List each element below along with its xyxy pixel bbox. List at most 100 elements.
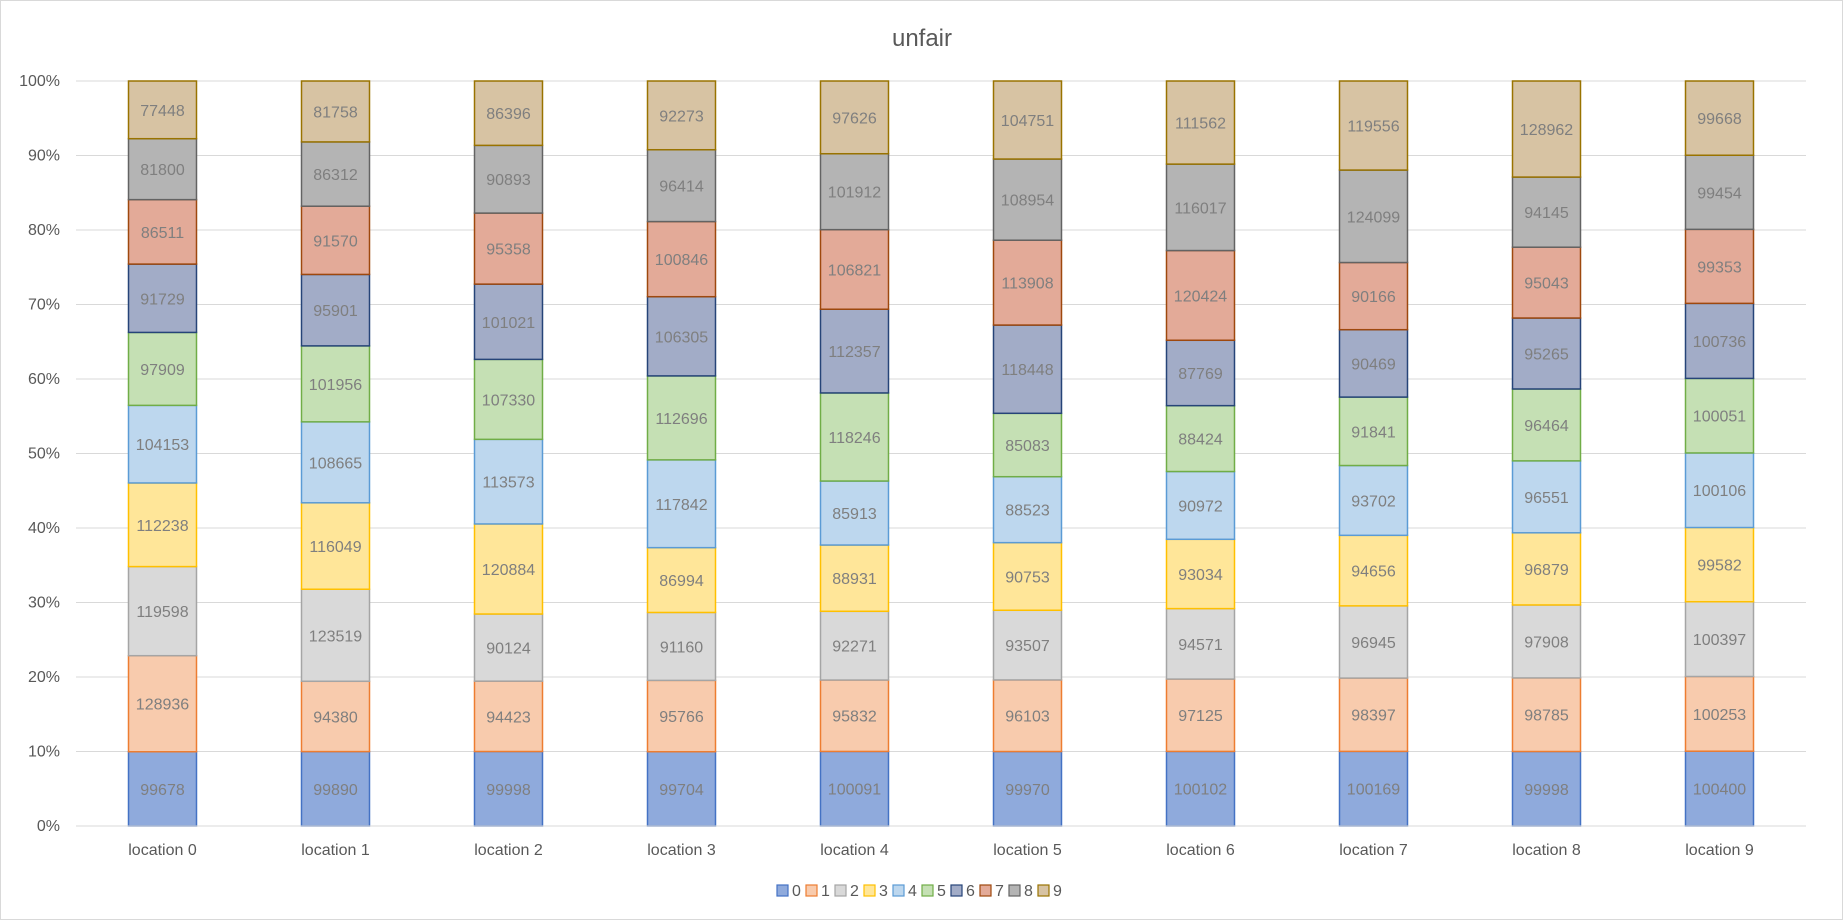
- bar-segment: [992, 679, 1063, 753]
- legend-label: 3: [879, 883, 888, 900]
- data-label: 95043: [1524, 276, 1569, 293]
- data-label: 120424: [1174, 288, 1227, 305]
- data-label: 96945: [1351, 635, 1396, 652]
- data-label: 95766: [659, 709, 704, 726]
- bar-segment: [473, 212, 544, 285]
- legend-swatch: [921, 884, 934, 897]
- bar-segment: [1684, 377, 1755, 454]
- legend-swatch: [834, 884, 847, 897]
- bar-segment: [300, 750, 371, 827]
- data-label: 94571: [1178, 637, 1223, 654]
- data-label: 85913: [832, 506, 877, 523]
- y-tick-label: 80%: [28, 222, 60, 239]
- data-label: 100736: [1693, 334, 1746, 351]
- y-tick-label: 90%: [28, 148, 60, 165]
- data-label: 92273: [659, 108, 704, 125]
- data-label: 101912: [828, 185, 881, 202]
- bar-segment: [1511, 532, 1582, 606]
- bar-segment: [819, 750, 890, 827]
- bar-segment: [1338, 80, 1409, 171]
- data-label: 104751: [1001, 113, 1054, 130]
- bar-segment: [992, 541, 1063, 612]
- bar-segment: [473, 438, 544, 525]
- data-label: 99454: [1697, 185, 1742, 202]
- bar-segment: [992, 80, 1063, 160]
- bar-segment: [1684, 80, 1755, 157]
- x-tick-label: location 7: [1339, 842, 1408, 859]
- data-label: 100102: [1174, 782, 1227, 799]
- data-label: 88523: [1005, 503, 1050, 520]
- bar-segment: [1684, 452, 1755, 529]
- data-label: 107330: [482, 392, 535, 409]
- bar-segment: [1338, 464, 1409, 537]
- bar-segment: [1684, 600, 1755, 678]
- x-tick-label: location 8: [1512, 842, 1581, 859]
- bar-segment: [1338, 396, 1409, 467]
- legend-label: 8: [1024, 883, 1033, 900]
- data-label: 88931: [832, 571, 877, 588]
- data-label: 100169: [1347, 782, 1400, 799]
- bar-segment: [819, 480, 890, 546]
- data-label: 113908: [1001, 276, 1053, 293]
- data-label: 90893: [486, 172, 531, 189]
- bar-segment: [300, 345, 371, 423]
- data-label: 123519: [309, 628, 362, 645]
- bar-segment: [992, 609, 1063, 681]
- bar-segment: [473, 750, 544, 827]
- data-label: 99998: [486, 782, 531, 799]
- bar-segment: [646, 679, 717, 753]
- legend-swatch: [950, 884, 963, 897]
- data-label: 99970: [1005, 782, 1050, 799]
- data-label: 91160: [660, 639, 703, 656]
- data-label: 94656: [1351, 564, 1396, 581]
- data-label: 96103: [1005, 709, 1050, 726]
- bar-segment: [127, 198, 198, 265]
- data-label: 96879: [1524, 562, 1569, 579]
- y-tick-label: 10%: [28, 744, 60, 761]
- data-label: 96464: [1524, 418, 1569, 435]
- data-label: 119598: [136, 604, 188, 621]
- bar-segment: [646, 611, 717, 682]
- bar-segment: [127, 263, 198, 334]
- data-label: 91729: [140, 291, 185, 308]
- data-label: 81800: [140, 162, 185, 179]
- data-label: 96551: [1524, 490, 1569, 507]
- legend-label: 2: [850, 883, 859, 900]
- data-label: 104153: [136, 437, 189, 454]
- y-tick-label: 20%: [28, 669, 60, 686]
- bar-segment: [819, 308, 890, 394]
- data-label: 111562: [1175, 116, 1226, 133]
- data-label: 94145: [1524, 205, 1569, 222]
- data-label: 113573: [482, 475, 534, 492]
- bar-segment: [473, 144, 544, 214]
- data-label: 112696: [655, 411, 707, 428]
- bar-segment: [819, 228, 890, 310]
- bar-segment: [473, 80, 544, 147]
- data-label: 87769: [1178, 366, 1223, 383]
- bar-segment: [1511, 677, 1582, 753]
- bar-segment: [819, 392, 890, 482]
- bar-segment: [646, 295, 717, 377]
- bar-segment: [473, 523, 544, 615]
- data-label: 90124: [486, 641, 531, 658]
- data-label: 99890: [313, 782, 358, 799]
- data-label: 95358: [486, 242, 531, 259]
- bar-segment: [819, 152, 890, 231]
- bar-segment: [300, 502, 371, 590]
- data-label: 118448: [1001, 362, 1053, 379]
- data-label: 93702: [1351, 493, 1396, 510]
- legend-label: 4: [908, 883, 917, 900]
- data-label: 85083: [1005, 438, 1050, 455]
- data-label: 86511: [141, 225, 184, 242]
- bar-segment: [127, 654, 198, 753]
- data-label: 93034: [1178, 567, 1223, 584]
- bar-segment: [1165, 80, 1236, 165]
- bar-segment: [1338, 605, 1409, 679]
- x-tick-label: location 5: [993, 842, 1062, 859]
- bar-segment: [1338, 328, 1409, 398]
- data-label: 77448: [140, 103, 185, 120]
- data-label: 97909: [140, 362, 185, 379]
- data-label: 97908: [1524, 634, 1569, 651]
- bar-segment: [992, 412, 1063, 478]
